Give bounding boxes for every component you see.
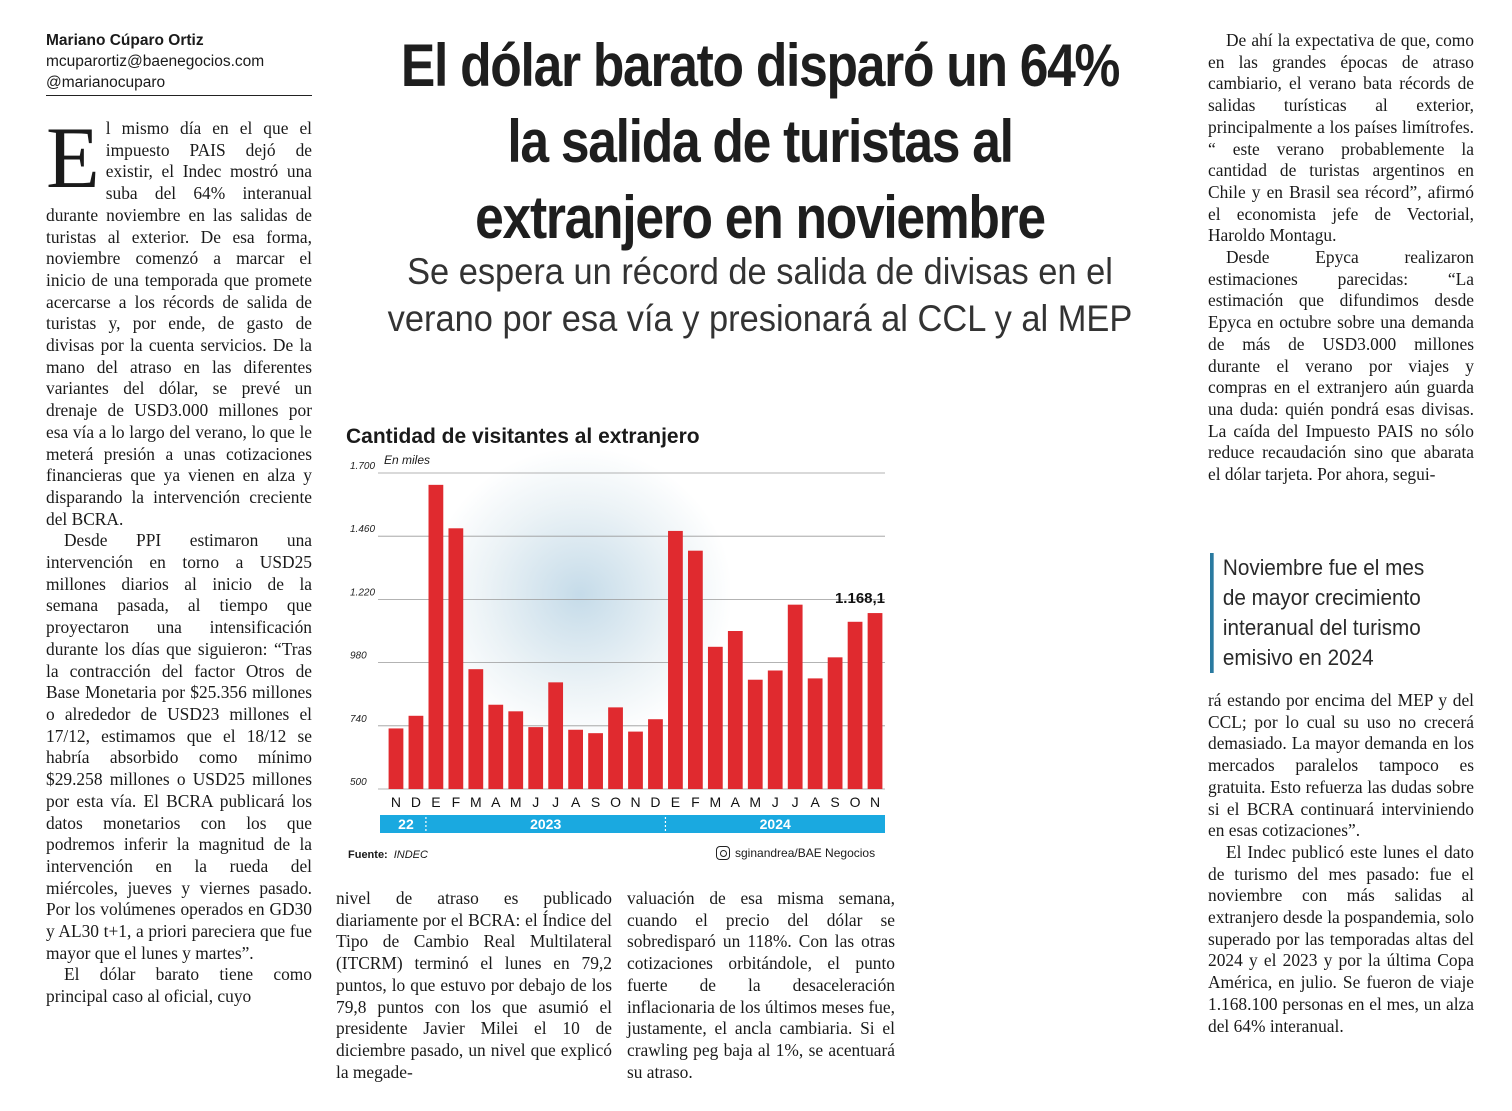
y-tick-label: 980	[350, 651, 367, 662]
y-tick-label: 1.220	[350, 587, 375, 598]
bar	[588, 733, 603, 789]
x-tick-label: E	[671, 794, 680, 810]
year-band-label: 22	[398, 816, 414, 832]
article-paragraph: nivel de atraso es publicado diariamente…	[336, 888, 612, 1082]
article-paragraph: Desde Epyca realizaron estimaciones pare…	[1208, 247, 1474, 485]
bar	[428, 484, 444, 789]
article-paragraph: El dólar barato tiene como principal cas…	[46, 964, 312, 1007]
subheadline: Se espera un récord de salida de divisas…	[387, 251, 1133, 339]
instagram-icon	[716, 846, 730, 860]
x-tick-label: F	[691, 794, 700, 810]
bar	[468, 669, 484, 789]
bar	[448, 528, 464, 789]
author-name: Mariano Cúparo Ortiz	[46, 32, 204, 49]
bar	[528, 727, 544, 789]
x-tick-label: A	[810, 794, 820, 810]
x-tick-label: D	[411, 794, 421, 810]
byline: Mariano Cúparo Ortiz mcuparortiz@baenego…	[46, 30, 312, 96]
bar	[767, 670, 783, 789]
bar	[628, 731, 643, 789]
chart-credit-text: sginandrea/BAE Negocios	[735, 846, 876, 860]
bar	[787, 604, 803, 789]
bar	[568, 729, 584, 789]
x-tick-label: E	[431, 794, 440, 810]
bar	[668, 530, 683, 789]
year-band	[380, 815, 885, 833]
article-paragraph: El Indec publicó este lunes el dato de t…	[1208, 841, 1474, 1036]
x-tick-label: J	[552, 794, 559, 810]
bar	[807, 678, 823, 789]
bar	[408, 715, 424, 789]
bar	[727, 631, 743, 789]
bar	[608, 707, 623, 789]
chart-unit-label: En miles	[384, 453, 431, 467]
chart-source: Fuente: INDEC	[348, 849, 428, 861]
article-paragraph: De ahí la expectativa de que, como en la…	[1208, 30, 1474, 246]
bar	[488, 704, 504, 789]
pull-quote-line: de mayor crecimiento	[1222, 585, 1421, 610]
article-column-4-top: De ahí la expectativa de que, como en la…	[1208, 30, 1474, 486]
year-band-label: 2023	[530, 816, 561, 832]
chart-title: Cantidad de visitantes al extranjero	[346, 425, 700, 448]
x-tick-label: N	[870, 794, 880, 810]
bar	[707, 646, 723, 789]
y-tick-label: 740	[350, 714, 367, 725]
bar	[847, 621, 863, 789]
pull-quote-line: Noviembre fue el mes	[1222, 555, 1425, 580]
article-paragraph: rá estando por encima del MEP y del CCL;…	[1208, 690, 1474, 841]
article-paragraph: valuación de esa misma semana, cuando el…	[627, 888, 895, 1082]
article-column-3: valuación de esa misma semana, cuando el…	[627, 888, 895, 1083]
pull-quote-line: interanual del turismo	[1222, 615, 1421, 640]
x-tick-label: S	[591, 794, 600, 810]
y-tick-label: 500	[350, 777, 367, 788]
bar	[827, 657, 843, 789]
x-tick-label: M	[710, 794, 722, 810]
pull-quote-line: emisivo en 2024	[1222, 645, 1374, 670]
x-tick-label: O	[610, 794, 621, 810]
x-tick-label: A	[731, 794, 741, 810]
author-handle[interactable]: @marianocuparo	[46, 74, 166, 91]
x-tick-label: M	[749, 794, 761, 810]
x-tick-label: D	[650, 794, 660, 810]
author-email[interactable]: mcuparortiz@baenegocios.com	[46, 53, 265, 70]
article-paragraph: Desde PPI estimaron una intervención en …	[46, 530, 312, 963]
y-tick-label: 1.460	[350, 524, 375, 535]
x-tick-label: M	[470, 794, 482, 810]
x-tick-label: A	[491, 794, 501, 810]
data-label: 1.168,1	[835, 590, 885, 607]
x-tick-label: S	[830, 794, 839, 810]
x-tick-label: J	[792, 794, 799, 810]
article-column-2: nivel de atraso es publicado diariamente…	[336, 888, 612, 1083]
x-tick-label: N	[391, 794, 401, 810]
year-band-label: 2024	[760, 816, 791, 832]
article-column-4-bottom: rá estando por encima del MEP y del CCL;…	[1208, 690, 1474, 1037]
x-tick-label: J	[772, 794, 779, 810]
x-tick-label: M	[510, 794, 522, 810]
bar	[388, 728, 404, 789]
pull-quote: Noviembre fue el mes de mayor crecimient…	[1210, 553, 1451, 673]
y-tick-label: 1.700	[350, 461, 375, 472]
bar	[648, 719, 663, 789]
bar	[508, 711, 524, 789]
drop-cap: E	[46, 110, 100, 207]
bar	[687, 550, 703, 789]
x-tick-label: F	[452, 794, 461, 810]
x-tick-label: A	[571, 794, 581, 810]
bar	[747, 679, 763, 789]
chart-credit: sginandrea/BAE Negocios	[716, 846, 875, 860]
bar	[548, 682, 564, 789]
x-tick-label: O	[850, 794, 861, 810]
headline: El dólar barato disparó un 64% la salida…	[400, 32, 1121, 251]
bar	[867, 613, 883, 789]
x-tick-label: J	[532, 794, 539, 810]
x-tick-label: N	[630, 794, 640, 810]
